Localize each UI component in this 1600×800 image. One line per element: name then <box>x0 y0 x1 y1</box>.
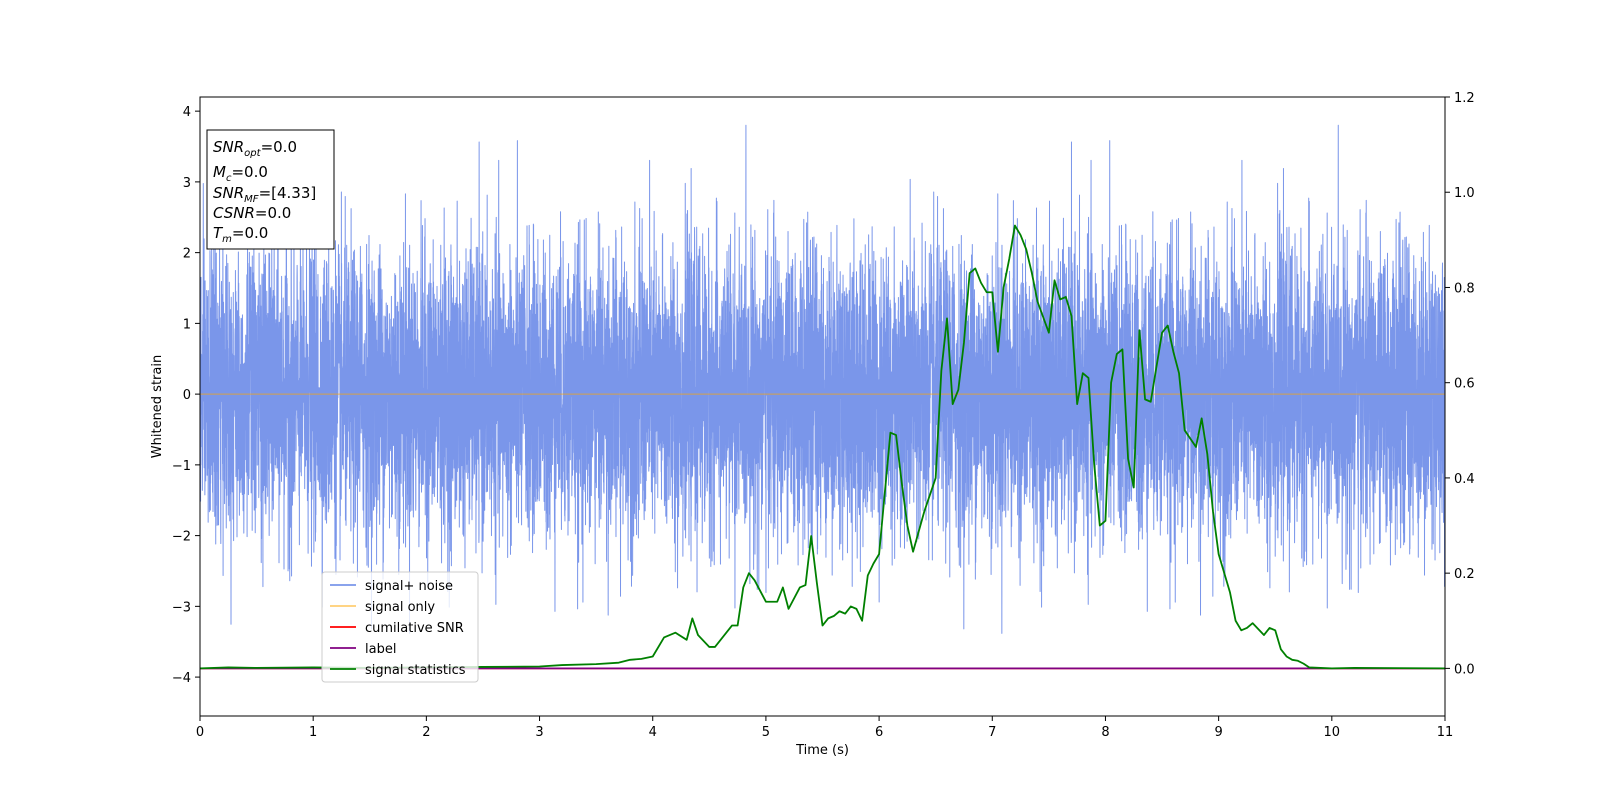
x-tick-label: 1 <box>309 725 317 740</box>
annotation-frame <box>206 129 335 250</box>
y-tick-label: 2 <box>183 247 191 262</box>
axes: 0 1 2 3 4 5 6 7 8 9 10 11 −4 −3 −2 −1 0 1 2 3 4 0.0 0.2 0.4 0.6 0… <box>150 91 1475 758</box>
y2-tick-label: 1.2 <box>1454 91 1475 106</box>
x-tick-label: 5 <box>762 725 770 740</box>
y-tick-label: 1 <box>183 317 191 332</box>
y-tick-label: 3 <box>183 176 191 191</box>
legend-label-signal-noise: signal+ noise <box>365 579 453 594</box>
series-line-signal-statistics <box>200 224 1445 670</box>
x-tick-label: 7 <box>988 725 996 740</box>
x-tick-label: 3 <box>535 725 543 740</box>
annotation-csnr: CSNR=0.0 <box>213 204 291 222</box>
y-tick-label: −4 <box>172 671 191 686</box>
legend-label-signal-statistics: signal statistics <box>365 663 466 678</box>
axes-frame <box>199 96 1446 717</box>
x-axis-title: Time (s) <box>795 743 849 758</box>
y2-tick-label: 0.4 <box>1454 472 1475 487</box>
x-tick-label: 11 <box>1437 725 1454 740</box>
annotation-snr-opt: SNRopt=0.0 <box>213 138 297 159</box>
annotation-tm: Tm=0.0 <box>213 224 268 245</box>
series-line-signal-noise <box>200 124 1445 634</box>
annotation-mc: Mc=0.0 <box>213 163 268 184</box>
y2-tick-label: 0.2 <box>1454 567 1475 582</box>
legend-label-signal-only: signal only <box>365 600 435 615</box>
annotation-snr-mf: SNRMF=[4.33] <box>213 184 316 205</box>
x-tick-label: 2 <box>422 725 430 740</box>
y2-tick-label: 1.0 <box>1454 186 1475 201</box>
y-tick-label: −3 <box>172 600 191 615</box>
x-tick-label: 0 <box>196 725 204 740</box>
y-tick-label: −2 <box>172 530 191 545</box>
legend-label-label: label <box>365 642 396 657</box>
y2-tick-label: 0.0 <box>1454 662 1475 677</box>
x-tick-label: 10 <box>1324 725 1341 740</box>
x-tick-label: 9 <box>1214 725 1222 740</box>
y-tick-label: −1 <box>172 459 191 474</box>
legend: signal+ noise signal only cumilative SNR la… <box>321 571 479 683</box>
y-axis-title: Whitened strain <box>150 355 165 458</box>
x-tick-label: 6 <box>875 725 883 740</box>
legend-label-cumilative-snr: cumilative SNR <box>365 621 464 636</box>
y-tick-label: 4 <box>183 105 191 120</box>
y-tick-label: 0 <box>183 388 191 403</box>
y2-tick-label: 0.6 <box>1454 377 1475 392</box>
x-tick-label: 4 <box>649 725 657 740</box>
x-tick-label: 8 <box>1101 725 1109 740</box>
legend-frame <box>321 571 479 683</box>
y2-tick-label: 0.8 <box>1454 281 1475 296</box>
